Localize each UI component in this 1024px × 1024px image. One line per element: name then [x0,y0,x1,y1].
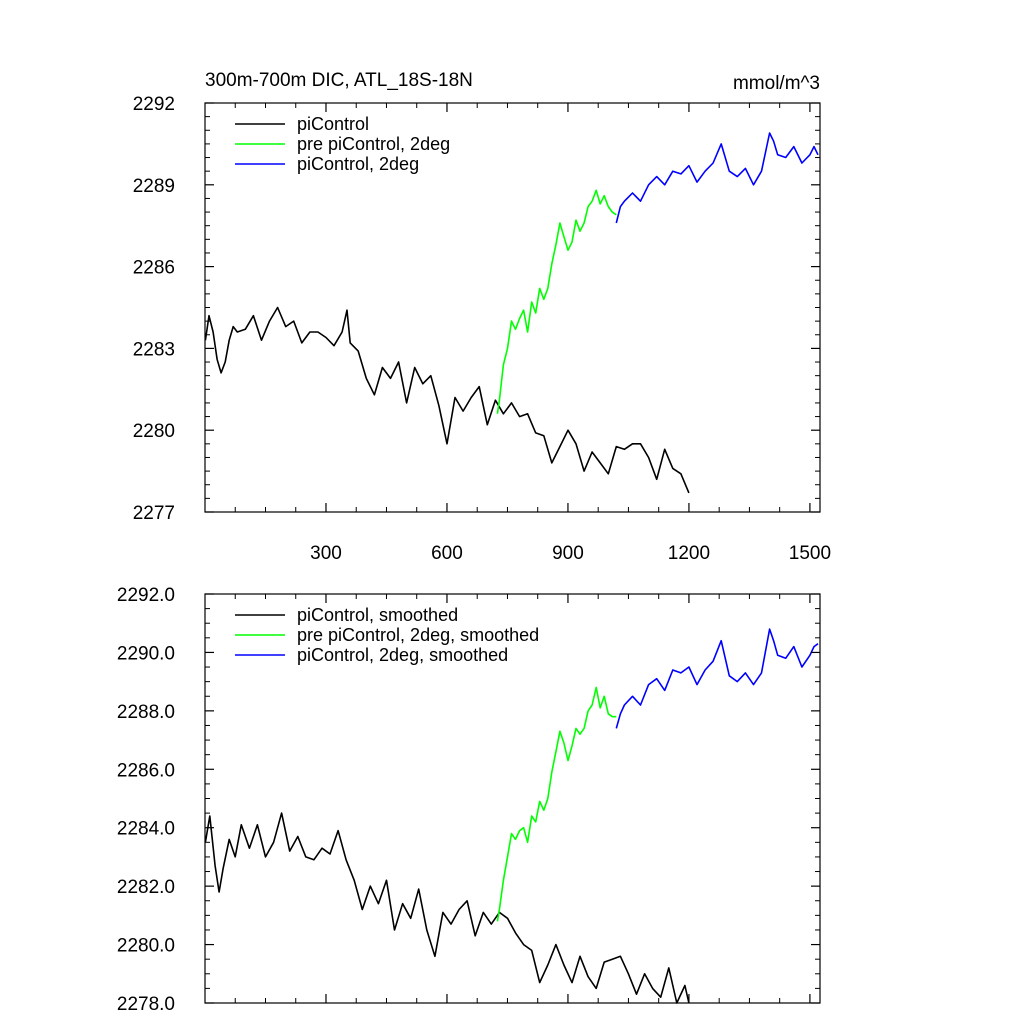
x-tick-label: 1200 [668,543,710,564]
y-tick-label: 2289 [133,176,175,197]
series-line-3 [615,628,819,729]
legend-label: piControl, smoothed [297,605,458,625]
y-tick-label: 2286.0 [117,760,175,781]
y-tick-label: 2280.0 [117,936,175,957]
y-tick-label: 2292 [133,94,175,115]
y-tick-label: 2278.0 [117,994,175,1015]
legend-label: piControl [297,114,369,134]
y-tick-label: 2280 [133,421,175,442]
x-tick-label: 1500 [789,543,831,564]
y-tick-label: 2288.0 [117,702,175,723]
y-tick-label: 2282.0 [117,877,175,898]
y-tick-label: 2286 [133,258,175,279]
y-tick-label: 2284.0 [117,819,175,840]
y-tick-label: 2277 [133,503,175,524]
x-tick-label: 600 [431,543,463,564]
series-line-3 [615,132,819,224]
legend-label: pre piControl, 2deg, smoothed [297,625,539,645]
y-tick-label: 2292.0 [117,585,175,606]
x-tick-label: 300 [310,543,342,564]
top-panel: 2277 2280 2283 2286 2289 2292 300 600 900 1200 150… [133,70,831,564]
legend-label: pre piControl, 2deg [297,134,450,154]
legend-label: piControl, 2deg, smoothed [297,645,508,665]
series-line-2 [496,189,617,414]
series-line-2 [496,686,617,922]
series-line-1 [204,812,690,1004]
x-tick-label: 900 [552,543,584,564]
y-tick-label: 2290.0 [117,643,175,664]
units-label: mmol/m^3 [733,73,820,94]
legend-label: piControl, 2deg [297,154,419,174]
bottom-panel: 2278.0 2280.0 2282.0 2284.0 2286.0 2288.0 2290… [117,585,821,1015]
series-line-1 [204,306,690,494]
y-tick-label: 2283 [133,339,175,360]
chart-title: 300m-700m DIC, ATL_18S-18N [205,70,473,91]
